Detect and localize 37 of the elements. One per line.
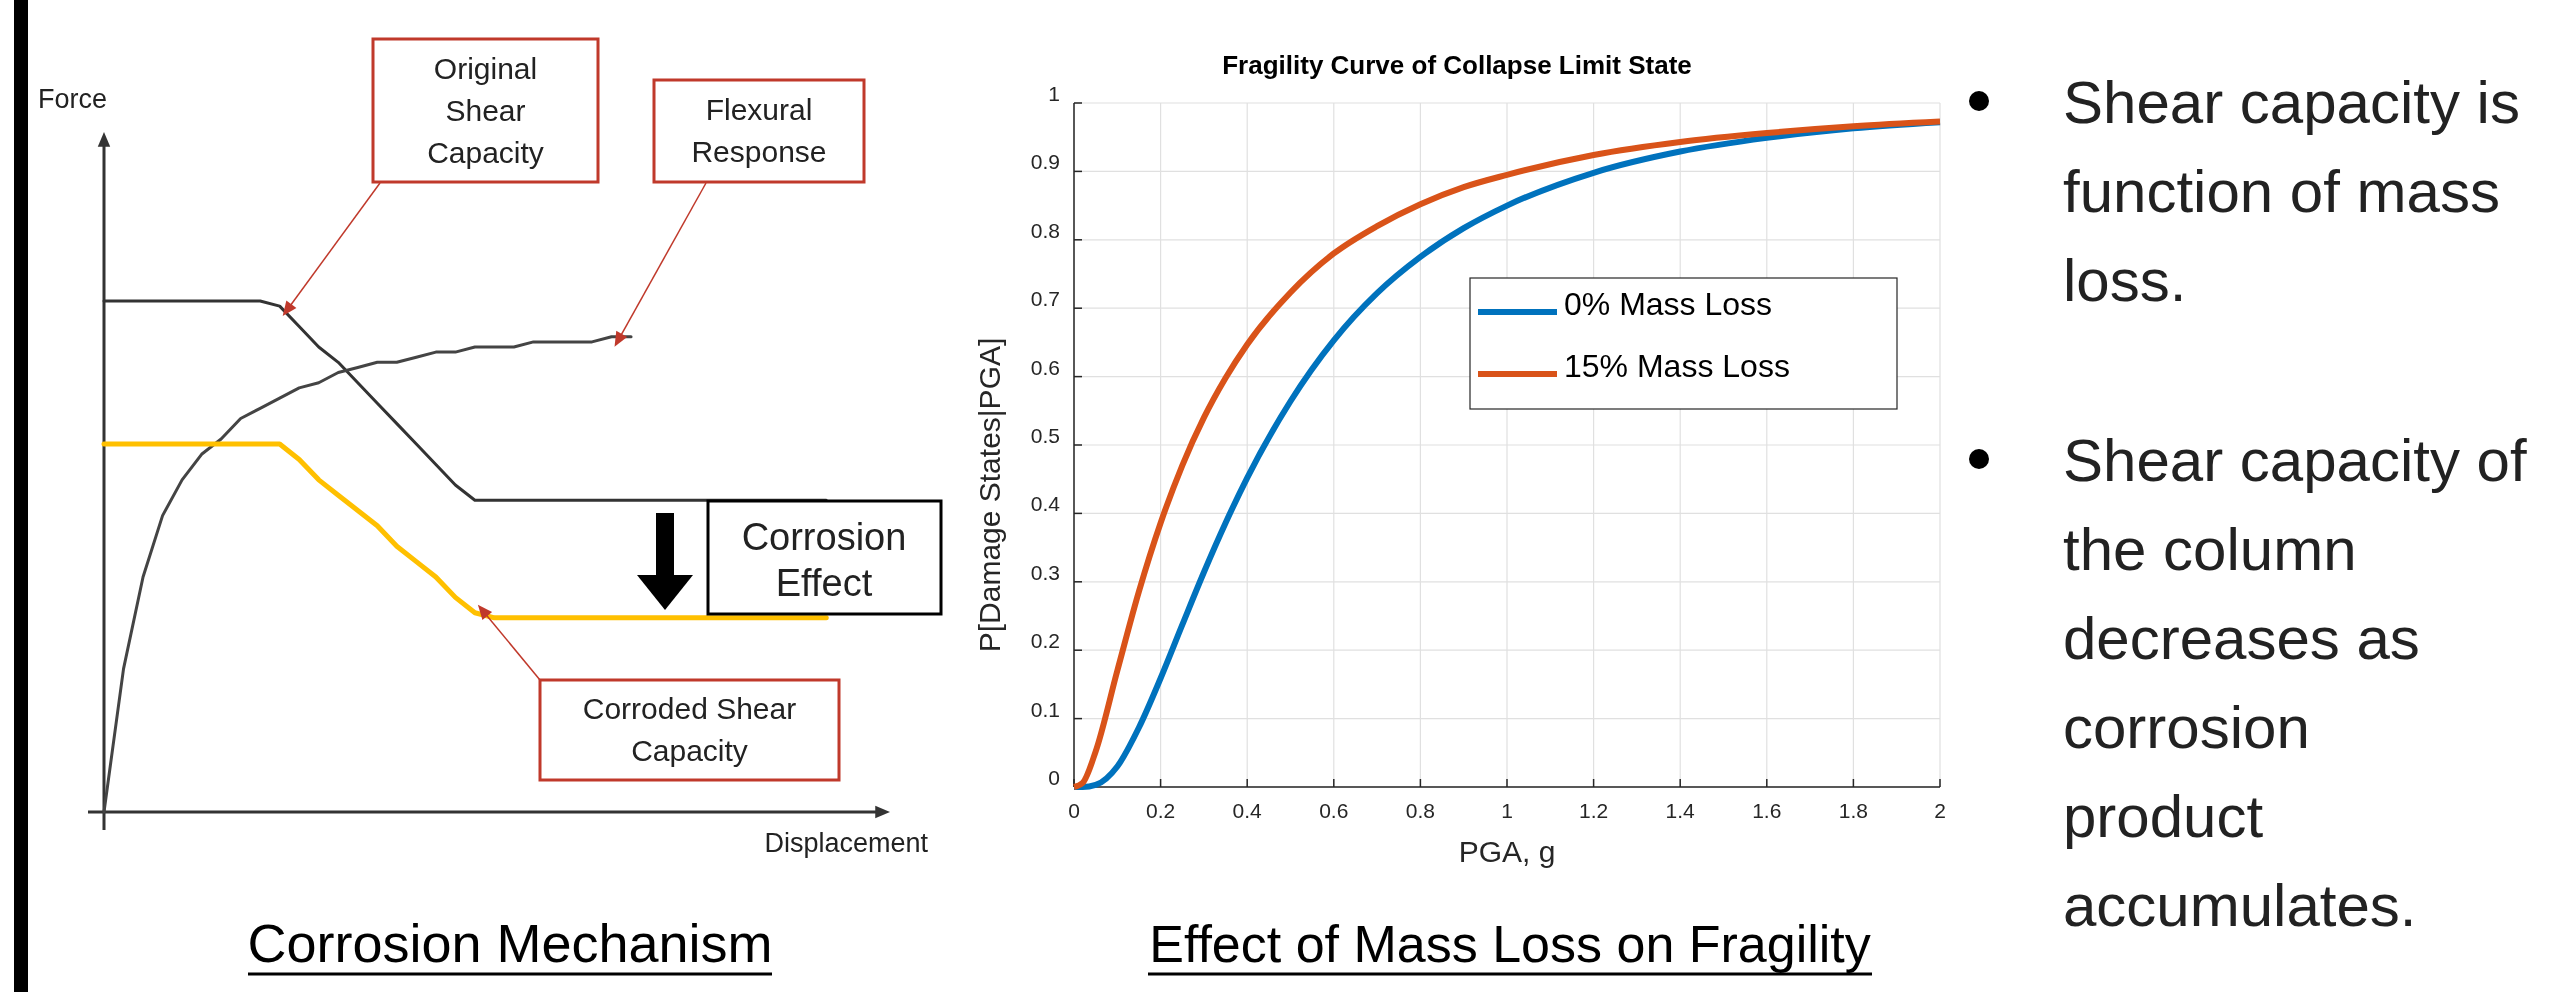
annotation: Corrosion Effect: [741, 516, 907, 604]
legend-label: 0% Mass Loss: [1564, 286, 1773, 322]
x-tick-label: 2: [1934, 799, 1946, 822]
text: Flexural Response: [691, 93, 827, 168]
x-axis-title: Displacement: [764, 828, 929, 858]
y-tick-label: 0.5: [1030, 424, 1060, 447]
y-axis-title: Force: [38, 84, 108, 114]
text: Effect of Mass Loss on Fragility: [1149, 915, 1871, 973]
text: Shear capacity of the column decreases as corrosion product accumulates.: [2063, 427, 2527, 939]
y-tick-label: 0.7: [1030, 287, 1060, 311]
y-axis-title: P[Damage States|PGA]: [973, 337, 1006, 653]
x-tick-label: 1.4: [1665, 799, 1696, 822]
y-tick-label: 0.9: [1030, 150, 1060, 174]
y-tick-label: 0.2: [1030, 629, 1060, 653]
x-tick-label: 1.8: [1838, 799, 1868, 822]
x-tick-label: 0.8: [1405, 799, 1435, 822]
x-tick-label: 0.4: [1232, 799, 1263, 822]
y-tick-label: 0.4: [1030, 492, 1061, 516]
x-tick-label: 1: [1501, 799, 1513, 822]
chart-title: Fragility Curve of Collapse Limit State: [1222, 50, 1692, 80]
annotation: Corroded Shear Capacity: [582, 692, 797, 767]
text: Corrosion Mechanism: [247, 913, 773, 973]
y-tick-label: 1: [1048, 82, 1060, 105]
x-tick-label: 0.2: [1146, 799, 1176, 822]
text: Original Shear Capacity: [427, 51, 544, 169]
text: Shear capacity is function of mass loss.: [2063, 69, 2520, 314]
y-tick-label: 0.1: [1030, 697, 1060, 721]
x-tick-label: 1.2: [1579, 799, 1609, 822]
y-tick-label: 0: [1048, 766, 1060, 789]
y-tick-label: 0.6: [1030, 355, 1060, 379]
y-tick-label: 0.3: [1030, 560, 1060, 584]
x-tick-label: 1.6: [1752, 799, 1782, 822]
x-axis-title: PGA, g: [1458, 835, 1556, 868]
x-tick-label: 0: [1068, 799, 1080, 822]
legend-label: 15% Mass Loss: [1564, 348, 1790, 384]
x-tick-label: 0.6: [1319, 799, 1349, 822]
y-tick-label: 0.8: [1030, 218, 1060, 242]
